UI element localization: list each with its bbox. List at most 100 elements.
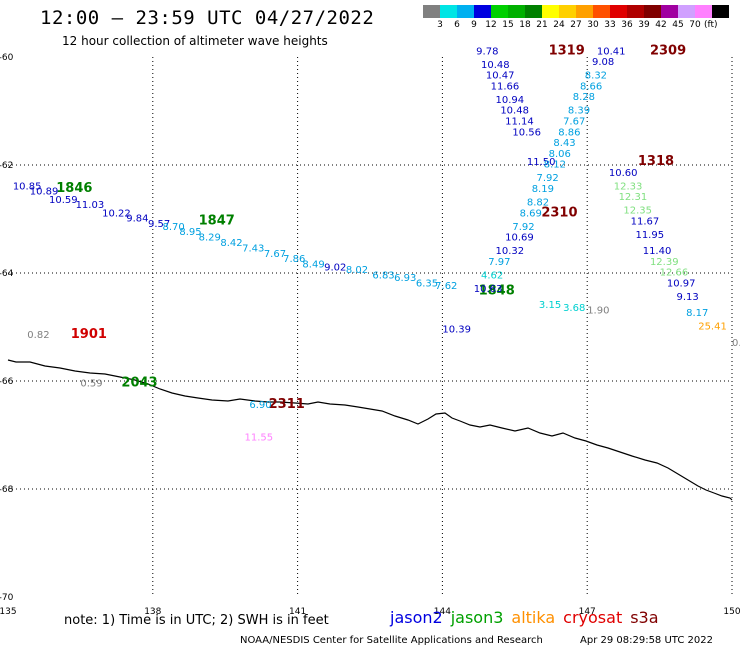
- color-swatch: [457, 5, 474, 18]
- generated-timestamp: Apr 29 08:29:58 UTC 2022: [580, 635, 713, 646]
- wave-height-value: 8.28: [573, 92, 595, 103]
- color-scale-label: 70: [689, 20, 701, 30]
- pass-id-label: 1901: [71, 327, 107, 342]
- satellite-legend: jason2 jason3 altika cryosat s3a: [390, 608, 667, 627]
- wave-height-value: 11.14: [505, 117, 534, 128]
- wave-height-value: 10.97: [667, 279, 696, 290]
- wave-height-value: 10.39: [442, 324, 471, 335]
- wave-height-value: 9.78: [476, 46, 498, 57]
- wave-height-value: 10.60: [609, 168, 638, 179]
- color-scale-label: 33: [604, 20, 616, 30]
- wave-height-value: 10.85: [13, 181, 42, 192]
- color-scale-label: 21: [536, 20, 548, 30]
- color-swatch: [712, 5, 729, 18]
- wave-height-value: 0.82: [27, 330, 49, 341]
- color-scale-label: 24: [553, 20, 565, 30]
- color-swatch: [423, 5, 440, 18]
- color-scale-label: 9: [471, 20, 477, 30]
- wave-height-value: 10.56: [512, 127, 541, 138]
- wave-height-value: 10.41: [597, 46, 626, 57]
- wave-height-value: 7.67: [264, 249, 286, 260]
- wave-height-value: 8.32: [585, 71, 607, 82]
- note-text: note: 1) Time is in UTC; 2) SWH is in fe…: [64, 613, 329, 628]
- wave-height-value: 10.47: [486, 71, 515, 82]
- color-scale-label: 18: [519, 20, 531, 30]
- lon-tick-label: 144: [434, 607, 451, 617]
- wave-height-value: 6.90: [249, 400, 271, 411]
- wave-height-value: 10.63: [474, 284, 503, 295]
- lat-tick-label: -60: [0, 53, 14, 63]
- wave-height-value: 4.62: [481, 270, 503, 281]
- pass-id-label: 2310: [541, 205, 577, 220]
- lat-tick-label: -68: [0, 485, 14, 495]
- color-swatch: [440, 5, 457, 18]
- wave-height-value: 12.66: [660, 268, 689, 279]
- map-title: 12:00 – 23:59 UTC 04/27/2022: [40, 7, 375, 29]
- pass-id-label: 2043: [121, 375, 157, 390]
- wave-height-value: 8.95: [179, 227, 201, 238]
- lon-tick-label: 141: [289, 607, 306, 617]
- color-scale-unit: (ft): [704, 20, 718, 30]
- lon-tick-label: 138: [144, 607, 161, 617]
- wave-height-value: 10.48: [481, 60, 510, 71]
- lat-tick-label: -64: [0, 269, 14, 279]
- color-scale-label: 3: [437, 20, 443, 30]
- wave-height-value: 10.32: [495, 246, 524, 257]
- wave-height-value: 8.66: [580, 81, 602, 92]
- wave-height-value: 6.93: [394, 273, 416, 284]
- lat-tick-label: -70: [0, 593, 14, 603]
- wave-height-value: 8.69: [520, 208, 542, 219]
- color-scale-legend: 3 6 9 12 15 18 21 24 27 30 33 36 39 42 45 70 (ft): [423, 5, 729, 30]
- color-scale-label: 42: [655, 20, 667, 30]
- wave-height-value: 9.02: [324, 262, 346, 273]
- wave-height-value: 8.39: [568, 106, 590, 117]
- wave-height-value: 12.39: [650, 257, 679, 268]
- wave-height-value: 3.15: [539, 300, 561, 311]
- pass-id-label: 1846: [56, 181, 92, 196]
- satellite-legend-item: s3a: [630, 608, 659, 627]
- satellite-legend-item: jason2: [390, 608, 443, 627]
- wave-height-value: 9.57: [148, 219, 170, 230]
- color-swatch: [576, 5, 593, 18]
- map-subtitle: 12 hour collection of altimeter wave hei…: [62, 34, 328, 48]
- wave-height-value: 11.50: [527, 157, 556, 168]
- pass-id-label: 1319: [549, 43, 585, 58]
- wave-height-value: 10.48: [500, 106, 529, 117]
- satellite-legend-item: altika: [511, 608, 556, 627]
- wave-height-value: 8.49: [302, 260, 324, 271]
- wave-height-value: 8.02: [346, 265, 368, 276]
- wave-height-value: 10.89: [30, 187, 59, 198]
- color-scale-label: 6: [454, 20, 460, 30]
- wave-height-value: 8.82: [527, 198, 549, 209]
- lon-tick-label: 135: [0, 607, 17, 617]
- pass-id-label: 2311: [269, 397, 305, 412]
- wave-height-value: 10.59: [49, 195, 78, 206]
- wave-height-value: 12.33: [614, 181, 643, 192]
- wave-height-value: 8.86: [558, 127, 580, 138]
- color-swatch: [593, 5, 610, 18]
- wave-height-value: 7.43: [242, 243, 264, 254]
- wave-height-value: 10.22: [102, 208, 131, 219]
- color-scale-label: 36: [621, 20, 633, 30]
- wave-height-value: 8.12: [544, 160, 566, 171]
- wave-height-value: 11.55: [245, 432, 274, 443]
- wave-height-value: 8.29: [199, 233, 221, 244]
- wave-height-value: 8.17: [686, 308, 708, 319]
- coastline: [7, 359, 733, 501]
- lat-tick-label: -62: [0, 161, 13, 171]
- color-swatch: [559, 5, 576, 18]
- color-scale-label: 15: [502, 20, 514, 30]
- wave-height-value: 0.59: [732, 338, 740, 349]
- color-swatch: [491, 5, 508, 18]
- wave-height-value: 12.31: [619, 192, 648, 203]
- wave-height-value: 8.19: [532, 184, 554, 195]
- color-swatch: [627, 5, 644, 18]
- wave-height-value: 9.13: [676, 292, 698, 303]
- color-swatch: [695, 5, 712, 18]
- wave-height-value: 6.83: [372, 270, 394, 281]
- wave-height-value: 3.68: [563, 303, 585, 314]
- wave-height-value: 7.92: [537, 173, 559, 184]
- color-scale-label: 45: [672, 20, 684, 30]
- lat-tick-label: -66: [0, 377, 14, 387]
